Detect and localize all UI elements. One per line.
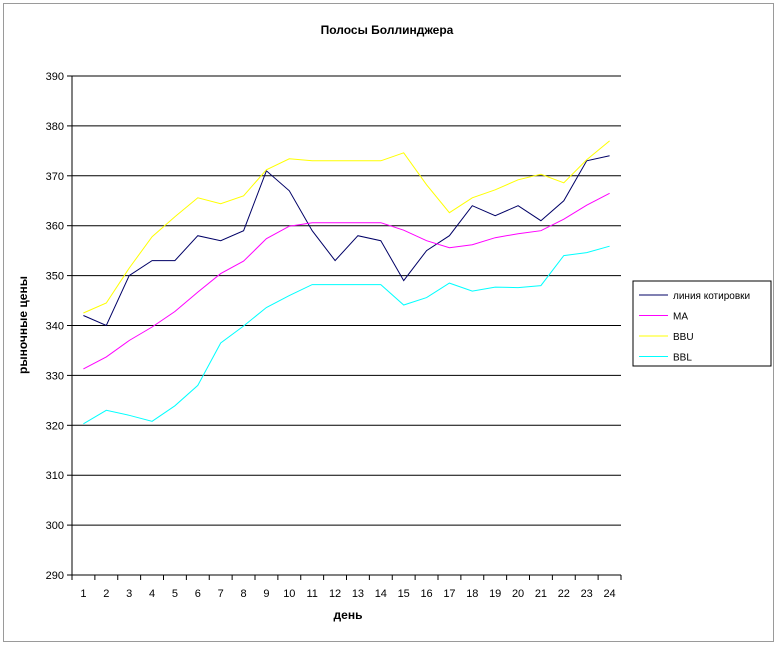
y-tick-labels: 290 300 310 320 330 340 350 360 370 380 390 [46, 71, 64, 582]
x-tick-label: 6 [195, 588, 201, 600]
x-tick-labels: 1 2 3 4 5 6 7 8 9 10 11 12 13 14 15 16 17 18 19 20 21 22 23 24 [80, 588, 615, 600]
x-tick-label: 3 [126, 588, 132, 600]
x-tick-label: 23 [581, 588, 593, 600]
series-line-3 [83, 245, 610, 425]
y-tick-label: 350 [46, 271, 64, 283]
x-tick-label: 8 [241, 588, 247, 600]
x-tick-label: 1 [80, 588, 86, 600]
y-tick-label: 310 [46, 470, 64, 482]
y-tick-label: 300 [46, 520, 64, 532]
x-tick-label: 15 [398, 588, 410, 600]
x-tick-label: 9 [263, 588, 269, 600]
x-tick-label: 22 [558, 588, 570, 600]
x-tick-label: 21 [535, 588, 547, 600]
x-tick-label: 14 [375, 588, 387, 600]
axes [67, 75, 622, 580]
y-tick-label: 380 [46, 121, 64, 133]
legend-label-0: линия котировки [673, 291, 750, 302]
y-axis-label: рыночные цены [16, 276, 30, 374]
x-tick-label: 13 [352, 588, 364, 600]
chart-title: Полосы Боллинджера [321, 23, 454, 37]
legend-label-1: МА [673, 312, 688, 323]
y-tick-label: 320 [46, 420, 64, 432]
legend-label-3: BBL [673, 353, 692, 364]
y-tick-label: 290 [46, 570, 64, 582]
x-tick-label: 19 [489, 588, 501, 600]
x-tick-label: 18 [466, 588, 478, 600]
series-line-1 [83, 192, 610, 370]
legend: линия котировки МА BBU BBL [632, 280, 772, 367]
x-tick-label: 20 [512, 588, 524, 600]
x-tick-label: 24 [603, 588, 615, 600]
x-tick-label: 7 [218, 588, 224, 600]
y-tick-label: 360 [46, 221, 64, 233]
y-tick-label: 340 [46, 321, 64, 333]
x-tick-label: 10 [283, 588, 295, 600]
y-tick-label: 370 [46, 171, 64, 183]
x-tick-label: 2 [103, 588, 109, 600]
x-tick-label: 16 [420, 588, 432, 600]
series-line-0 [83, 155, 610, 327]
x-axis-label: день [334, 608, 363, 622]
y-tick-label: 390 [46, 71, 64, 83]
x-tick-label: 4 [149, 588, 155, 600]
series-lines [83, 140, 610, 425]
x-tick-label: 17 [443, 588, 455, 600]
y-tick-label: 330 [46, 370, 64, 382]
x-tick-label: 12 [329, 588, 341, 600]
grid-lines [72, 75, 621, 526]
x-tick-label: 11 [306, 588, 317, 600]
series-line-2 [83, 140, 610, 314]
legend-label-2: BBU [673, 332, 694, 343]
x-tick-label: 5 [172, 588, 178, 600]
